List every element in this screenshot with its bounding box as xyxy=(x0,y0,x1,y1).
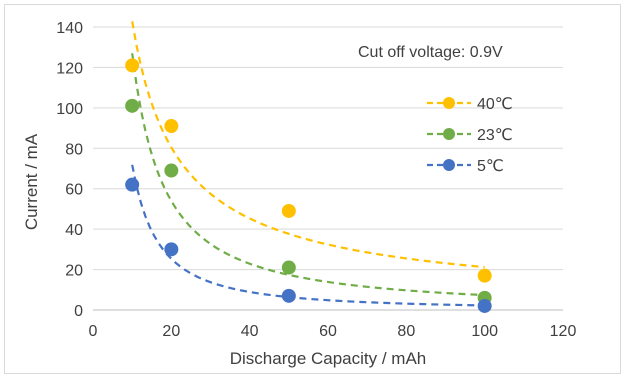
x-tick-40: 40 xyxy=(241,323,259,340)
y-tick-100: 100 xyxy=(56,101,83,118)
data-points xyxy=(125,58,492,313)
grid-lines xyxy=(93,26,563,271)
legend: 40℃ 23℃ 5℃ xyxy=(427,96,513,175)
tick-labels: 0 20 40 60 80 100 120 140 0 20 40 60 80 100 120 xyxy=(56,20,576,340)
y-tick-140: 140 xyxy=(56,20,83,37)
point-series-1-1 xyxy=(164,163,179,178)
x-tick-60: 60 xyxy=(319,323,337,340)
point-series-2-3 xyxy=(477,298,492,313)
point-series-1-2 xyxy=(281,260,296,275)
chart-border xyxy=(4,4,621,374)
x-axis-label: Discharge Capacity / mAh xyxy=(230,349,427,368)
legend-marker-series-1 xyxy=(443,128,455,140)
trendlines xyxy=(131,21,485,307)
legend-marker-series-2 xyxy=(443,159,455,171)
y-tick-80: 80 xyxy=(65,141,83,158)
legend-label-series-1: 23℃ xyxy=(477,127,513,144)
y-axis-label: Current / mA xyxy=(22,133,41,230)
point-series-0-1 xyxy=(164,119,179,134)
point-series-2-2 xyxy=(281,288,296,303)
y-tick-0: 0 xyxy=(74,303,83,320)
trendline-series-2 xyxy=(131,164,485,307)
point-series-0-2 xyxy=(281,203,296,218)
y-tick-20: 20 xyxy=(65,263,83,280)
x-tick-0: 0 xyxy=(89,323,98,340)
point-series-0-0 xyxy=(125,58,140,73)
point-series-2-0 xyxy=(125,177,140,192)
legend-marker-series-0 xyxy=(443,97,455,109)
trendline-series-1 xyxy=(131,53,485,297)
x-tick-20: 20 xyxy=(162,323,180,340)
legend-label-series-0: 40℃ xyxy=(477,96,513,113)
trendline-series-0 xyxy=(131,21,485,269)
x-tick-100: 100 xyxy=(471,323,498,340)
legend-label-series-2: 5℃ xyxy=(477,158,504,175)
x-tick-80: 80 xyxy=(397,323,415,340)
y-tick-120: 120 xyxy=(56,60,83,77)
y-tick-60: 60 xyxy=(65,182,83,199)
x-tick-120: 120 xyxy=(550,323,577,340)
point-series-1-0 xyxy=(125,98,140,113)
y-tick-40: 40 xyxy=(65,222,83,239)
point-series-0-3 xyxy=(477,268,492,283)
annotation-cutoff-voltage: Cut off voltage: 0.9V xyxy=(358,44,503,61)
point-series-2-1 xyxy=(164,242,179,257)
